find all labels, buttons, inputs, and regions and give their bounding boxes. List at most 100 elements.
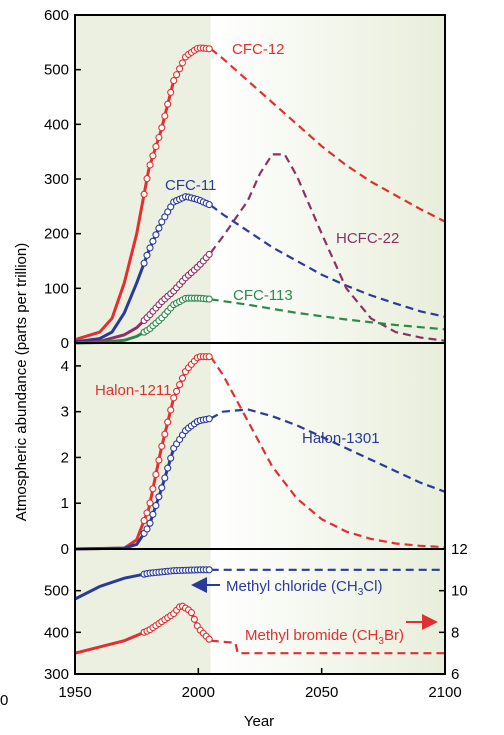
measurement-point-cfc-12 [161, 112, 169, 120]
measurement-point-hcfc-22 [205, 250, 213, 258]
projection-period-band-middle [210, 343, 445, 549]
y-tick-label-middle: 2 [61, 449, 69, 466]
measurement-point-cfc-12 [167, 88, 175, 96]
measurement-point-cfc-11 [140, 259, 148, 267]
measurement-point-halon-1211 [176, 381, 184, 389]
x-axis-title: Year [244, 713, 274, 730]
y-tick-label-bottom: 300 [44, 666, 69, 683]
measurement-point-cfc-12 [164, 100, 172, 108]
projected-line-cfc-11 [210, 204, 446, 318]
y-tick-label-bottom: 500 [44, 583, 69, 600]
measurement-point-cfc-11 [158, 218, 166, 226]
label-hcfc22: HCFC-22 [336, 230, 399, 247]
measurement-point-halon-1211 [167, 406, 175, 414]
projected-line-halon-1301 [210, 408, 446, 493]
measurement-point-cfc-12 [143, 175, 151, 183]
y2-tick-label-bottom: 6 [451, 666, 459, 683]
measurement-point-cfc-11 [152, 231, 160, 239]
projected-line-cfc-12 [210, 48, 446, 223]
measurement-point-halon-1301 [167, 454, 175, 462]
y-tick-label-middle: 3 [61, 404, 69, 421]
measurement-point-halon-1211 [152, 470, 160, 479]
y2-tick-label-bottom: 10 [451, 583, 468, 600]
label-methyl-bromide: Methyl bromide (CH3Br) [245, 627, 404, 647]
measurement-point-halon-1211 [170, 394, 178, 402]
y-tick-label-top: 300 [44, 171, 69, 188]
panel-frame-bottom [74, 548, 446, 675]
y-tick-label-top: 600 [44, 7, 69, 24]
measurement-point-halon-1211 [140, 517, 148, 525]
left-edge-tick-label: 0 [0, 692, 8, 709]
measurement-point-halon-1211 [164, 418, 172, 426]
measurement-point-cfc-11 [155, 224, 163, 232]
measurement-point-cfc-12 [149, 152, 157, 160]
measurement-point-cfc-12 [170, 77, 178, 85]
observed-period-band-top [75, 15, 211, 343]
measurement-point-halon-1301 [158, 484, 166, 492]
y-tick-label-top: 500 [44, 62, 69, 79]
y-tick-label-top: 400 [44, 116, 69, 133]
measurement-point-cfc-11 [167, 203, 175, 211]
measurement-point-halon-1211 [146, 499, 154, 507]
projected-line-hcfc-22 [209, 153, 446, 342]
measurement-point-halon-1211 [149, 485, 157, 493]
y-tick-label-middle: 4 [61, 358, 69, 375]
measurement-point-cfc-12 [146, 161, 154, 169]
measurement-point-halon-1211 [205, 353, 213, 361]
measurement-point-cfc-12 [205, 45, 213, 53]
measurement-point-halon-1301 [161, 474, 169, 482]
measurement-point-methyl-bromide-ch3br [190, 615, 198, 623]
measurement-point-halon-1211 [178, 374, 187, 382]
measurement-point-cfc-11 [164, 208, 172, 216]
measurement-point-cfc-12 [176, 65, 184, 73]
projected-line-halon-1211 [209, 356, 446, 549]
measurement-point-cfc-12 [158, 124, 166, 132]
y-tick-label-top: 100 [44, 280, 69, 297]
y-tick-label-top: 200 [44, 226, 69, 243]
measurement-point-halon-1211 [158, 442, 166, 450]
measurement-point-cfc-12 [173, 71, 181, 79]
x-tick-label: 2100 [428, 684, 461, 701]
label-cfc12: CFC-12 [232, 41, 285, 58]
measurement-point-methyl-bromide-ch3br [205, 635, 213, 643]
measurement-point-halon-1211 [155, 456, 163, 464]
measurement-point-cfc-12 [152, 143, 160, 151]
y2-tick-label-bottom: 8 [451, 624, 459, 641]
measurement-point-methyl-chloride-ch3cl [205, 566, 213, 574]
measurement-point-halon-1301 [205, 415, 213, 423]
y2-tick-label-bottom: 12 [451, 541, 468, 558]
label-methyl-chloride: Methyl chloride (CH3Cl) [226, 578, 382, 598]
measurement-point-cfc-11 [146, 244, 154, 252]
measurement-point-cfc-11 [143, 251, 151, 259]
measurement-point-methyl-bromide-ch3br [187, 609, 195, 617]
measurement-point-cfc-11 [149, 237, 157, 245]
label-cfc113: CFC-113 [233, 287, 293, 304]
x-tick-label: 2050 [305, 684, 338, 701]
observed-period-band-middle [75, 343, 211, 549]
measurement-point-cfc-12 [155, 133, 163, 142]
label-halon1301: Halon-1301 [302, 430, 380, 447]
y-tick-label-middle: 0 [61, 541, 69, 558]
measurement-point-halon-1211 [173, 387, 181, 395]
measurement-point-halon-1301 [146, 519, 154, 527]
label-cfc11: CFC-11 [165, 177, 216, 194]
measurement-point-halon-1301 [155, 493, 163, 501]
projection-period-band-bottom [210, 549, 445, 674]
measurement-point-cfc-113 [205, 295, 213, 303]
measurement-point-halon-1301 [152, 502, 160, 510]
label-halon1211: Halon-1211 [95, 382, 171, 399]
measurement-point-halon-1211 [143, 509, 151, 517]
y-axis-title: Atmospheric abundance (parts per trillio… [13, 243, 30, 521]
y-tick-label-top: 0 [61, 335, 69, 352]
measurement-point-halon-1301 [143, 525, 151, 533]
y-tick-label-middle: 1 [61, 495, 69, 512]
projected-line-cfc-113 [210, 298, 446, 331]
measurement-point-halon-1301 [149, 510, 157, 518]
measurement-point-halon-1301 [164, 464, 172, 472]
x-tick-label: 1950 [58, 684, 91, 701]
measurement-point-cfc-12 [140, 190, 148, 198]
measurement-point-cfc-11 [205, 201, 213, 209]
y-tick-label-bottom: 400 [44, 624, 69, 641]
measurement-point-halon-1211 [161, 430, 169, 438]
